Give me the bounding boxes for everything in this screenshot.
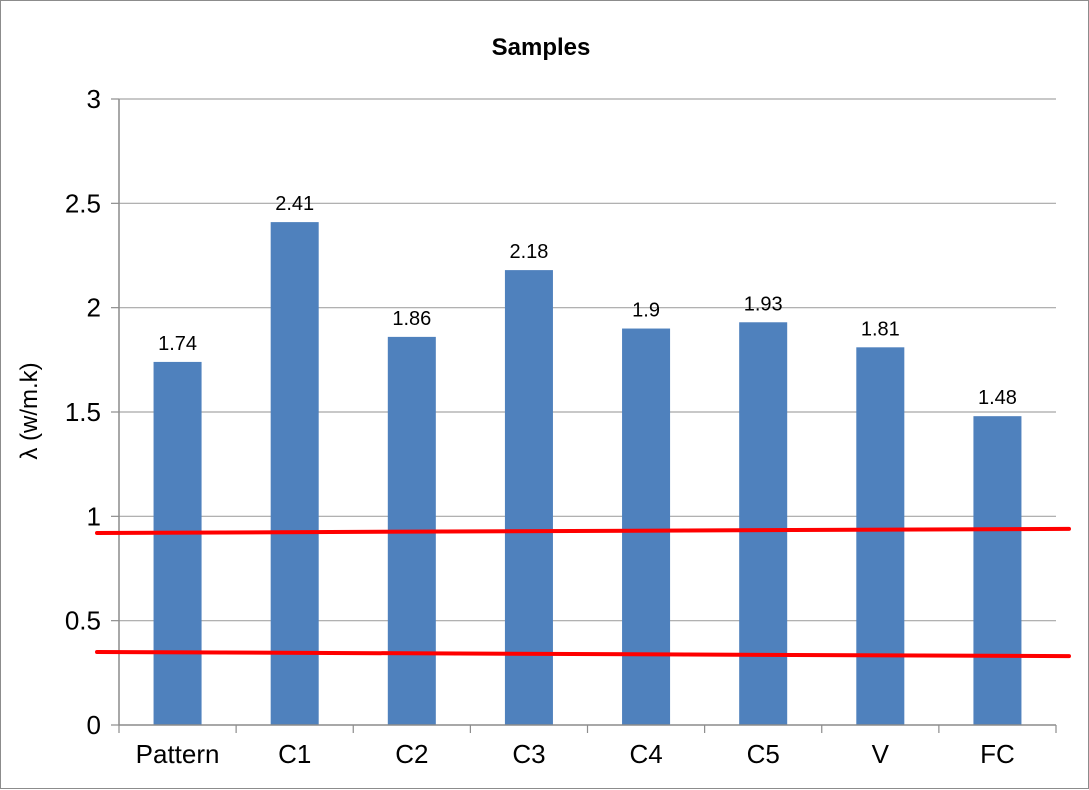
chart-title: Samples: [492, 34, 591, 61]
x-category-label: C5: [747, 739, 780, 769]
bar-value-label: 1.86: [392, 308, 431, 330]
value-labels: 1.74 2.41 1.86 2.18 1.9 1.93 1.81 1.48: [158, 193, 1017, 409]
x-category-label: C4: [629, 739, 662, 769]
x-category-label: V: [872, 739, 890, 769]
y-tick-label: 3: [87, 84, 101, 114]
x-category-label: FC: [980, 739, 1015, 769]
x-category-label: C2: [395, 739, 428, 769]
y-axis-ticks: 0 0.5 1 1.5 2 2.5 3: [65, 84, 119, 740]
bar-value-label: 2.18: [509, 241, 548, 263]
x-axis-categories: Pattern C1 C2 C3 C4 C5 V FC: [136, 739, 1015, 769]
bar-value-label: 1.93: [744, 293, 783, 315]
x-category-label: C3: [512, 739, 545, 769]
y-tick-label: 0: [87, 710, 101, 740]
bar-value-label: 1.9: [632, 300, 660, 322]
y-tick-label: 2.5: [65, 188, 101, 218]
bar-value-label: 1.81: [861, 318, 900, 340]
y-axis-title: λ (w/m.k): [16, 362, 43, 459]
bar-value-label: 1.74: [158, 333, 197, 355]
bar: [504, 270, 553, 725]
bar: [270, 222, 319, 725]
y-tick-label: 0.5: [65, 606, 101, 636]
y-tick-label: 2: [87, 293, 101, 323]
bar-value-label: 2.41: [275, 193, 314, 215]
bar-value-label: 1.48: [978, 387, 1017, 409]
x-category-label: C1: [278, 739, 311, 769]
reference-line: [95, 526, 1071, 536]
gridlines: [119, 98, 1056, 622]
reference-lines: [95, 526, 1071, 659]
bar: [739, 322, 788, 725]
bar: [856, 347, 905, 725]
bar: [973, 416, 1022, 725]
y-tick-label: 1.5: [65, 397, 101, 427]
bars: [153, 222, 1022, 725]
reference-line: [95, 649, 1071, 659]
x-category-label: Pattern: [136, 739, 220, 769]
bar: [153, 361, 202, 725]
y-tick-label: 1: [87, 501, 101, 531]
axes: [118, 99, 1057, 733]
bar: [622, 328, 671, 725]
